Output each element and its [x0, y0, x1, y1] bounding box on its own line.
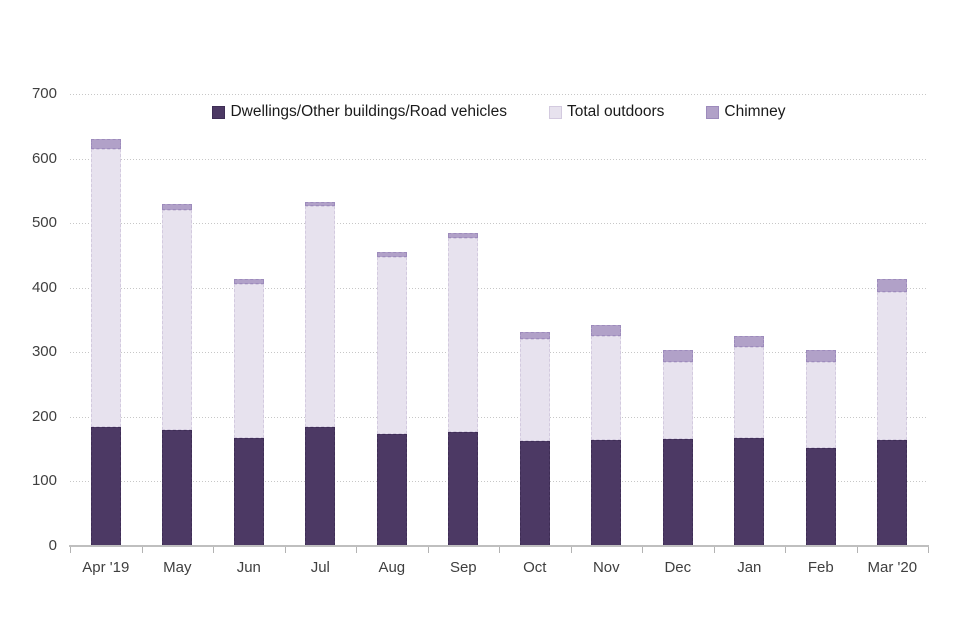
x-tick-label-apr19: Apr '19: [82, 559, 130, 576]
y-tick-label-400: 400: [31, 278, 57, 296]
bar-segment-apr19-series0: [90, 426, 121, 546]
bar-segment-jul-series2: [305, 201, 336, 206]
bar-segment-jun-series1: [233, 283, 264, 438]
gridline-300: [70, 352, 928, 354]
y-tick-label-700: 700: [31, 85, 57, 102]
x-tick-label-mar20: Mar '20: [867, 559, 918, 576]
bar-segment-mar20-series2: [877, 278, 908, 292]
bar-segment-oct-series2: [519, 332, 550, 340]
bar-segment-apr19-series2: [90, 139, 121, 149]
x-axis-tick: [785, 547, 786, 553]
x-axis-tick: [713, 547, 715, 553]
bar-segment-aug-series0: [376, 433, 407, 546]
x-tick-label-jun: Jun: [236, 559, 261, 576]
y-tick-label-300: 300: [31, 343, 57, 361]
bar-segment-oct-series0: [519, 440, 550, 546]
bar-segment-sep-series1: [448, 238, 479, 432]
x-tick-label-jan: Jan: [737, 559, 762, 576]
bar-segment-jun-series2: [233, 278, 264, 284]
x-tick-label-nov: Nov: [592, 559, 620, 576]
x-axis-tick: [642, 547, 643, 553]
bar-segment-may-series0: [162, 430, 193, 546]
y-tick-label-600: 600: [31, 149, 57, 167]
bar-segment-jun-series0: [233, 437, 264, 546]
x-axis-tick: [356, 547, 357, 553]
bar-segment-dec-series2: [662, 350, 693, 362]
y-tick-label-500: 500: [31, 214, 57, 232]
x-tick-label-sep: Sep: [449, 559, 477, 576]
x-tick-label-jul: Jul: [310, 559, 330, 576]
x-axis-tick: [856, 547, 858, 553]
bar-segment-apr19-series1: [90, 148, 121, 427]
bar-segment-dec-series0: [662, 438, 693, 546]
x-axis-tick: [427, 547, 429, 553]
gridline-400: [70, 287, 928, 289]
bar-segment-may-series2: [162, 203, 193, 211]
legend-item-dwellings: Dwellings/Other buildings/Road vehicles: [212, 103, 507, 121]
x-axis-line: [69, 545, 929, 547]
x-axis-tick: [141, 547, 143, 553]
x-axis-tick: [284, 547, 286, 553]
y-tick-label-100: 100: [31, 472, 57, 490]
x-tick-label-aug: Aug: [378, 559, 406, 576]
bar-segment-oct-series1: [519, 339, 550, 441]
x-axis-tick: [499, 547, 500, 553]
legend-label-dwellings: Dwellings/Other buildings/Road vehicles: [230, 103, 507, 120]
x-tick-label-may: May: [163, 559, 192, 576]
bar-segment-jan-series2: [734, 335, 765, 347]
bar-segment-dec-series1: [662, 362, 693, 439]
bar-segment-jul-series1: [305, 205, 336, 427]
bar-segment-sep-series0: [448, 431, 479, 546]
bar-segment-nov-series0: [591, 440, 622, 546]
y-tick-label-0: 0: [48, 537, 57, 554]
bar-segment-nov-series2: [591, 324, 622, 336]
x-axis-tick: [70, 547, 71, 553]
chart-legend: Dwellings/Other buildings/Road vehicles …: [70, 103, 928, 121]
bar-segment-sep-series2: [448, 232, 479, 238]
bar-segment-jan-series0: [734, 438, 765, 546]
x-axis-tick: [570, 547, 572, 553]
gridline-200: [70, 416, 928, 418]
bar-segment-mar20-series0: [877, 440, 908, 546]
bar-segment-mar20-series1: [877, 291, 908, 441]
bar-segment-feb-series2: [805, 350, 836, 362]
legend-label-total-outdoors: Total outdoors: [567, 103, 665, 120]
x-axis-tick: [928, 547, 929, 553]
bar-segment-nov-series1: [591, 335, 622, 441]
bar-segment-feb-series1: [805, 362, 836, 448]
bar-segment-jul-series0: [305, 426, 336, 546]
bar-segment-aug-series2: [376, 251, 407, 257]
legend-item-total-outdoors: Total outdoors: [549, 103, 664, 121]
gridline-500: [70, 223, 928, 225]
gridline-100: [70, 481, 928, 483]
bar-segment-feb-series0: [805, 447, 836, 546]
x-tick-label-oct: Oct: [523, 559, 547, 576]
legend-swatch-dwellings: [212, 105, 226, 119]
x-tick-label-dec: Dec: [664, 559, 692, 576]
legend-label-chimney: Chimney: [724, 103, 786, 120]
plot-area: [70, 94, 928, 546]
y-tick-label-200: 200: [31, 407, 57, 425]
gridline-700: [70, 94, 928, 95]
bar-segment-jan-series1: [734, 346, 765, 439]
legend-swatch-chimney: [706, 105, 720, 119]
bar-segment-aug-series1: [376, 256, 407, 434]
gridline-600: [70, 158, 928, 160]
legend-item-chimney: Chimney: [706, 103, 786, 121]
bar-segment-may-series1: [162, 210, 193, 431]
x-tick-label-feb: Feb: [807, 559, 834, 576]
legend-swatch-total-outdoors: [549, 105, 562, 119]
x-axis-tick: [213, 547, 214, 553]
